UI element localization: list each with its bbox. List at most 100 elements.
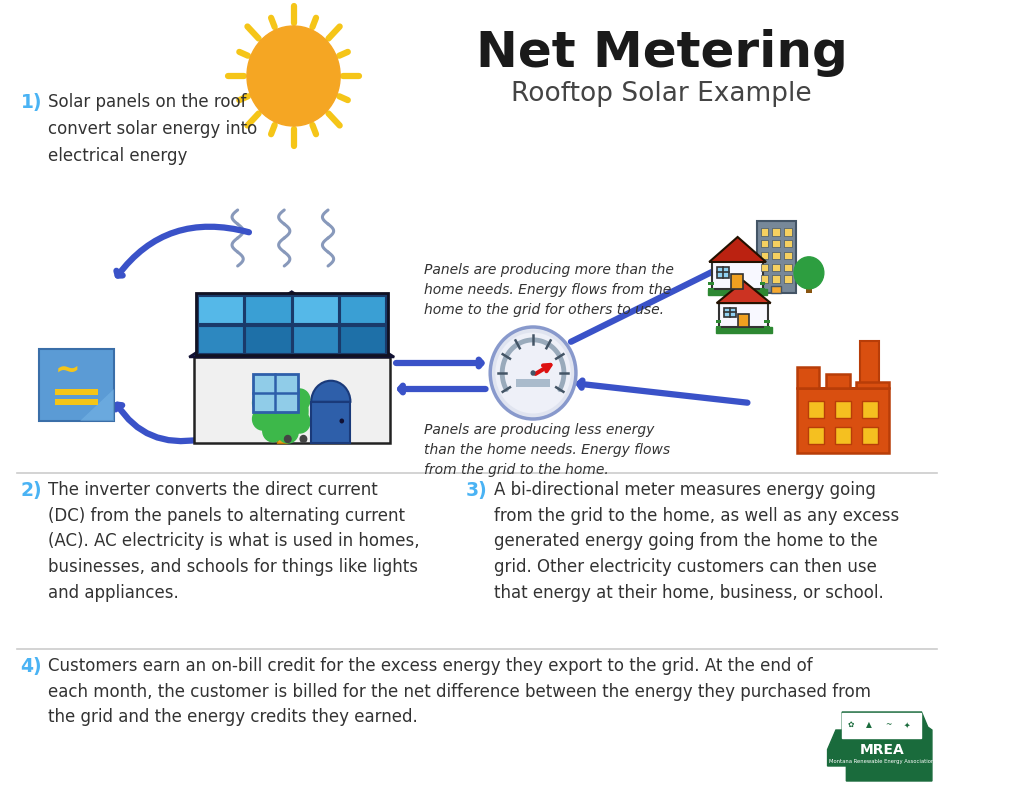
Circle shape <box>263 380 284 402</box>
Bar <box>55 399 98 405</box>
Bar <box>724 308 736 317</box>
Circle shape <box>300 436 307 442</box>
Circle shape <box>253 392 273 414</box>
Bar <box>731 274 742 289</box>
Circle shape <box>263 420 284 442</box>
Text: ✦: ✦ <box>904 721 910 729</box>
Text: ~: ~ <box>54 356 80 385</box>
Bar <box>772 275 780 282</box>
Circle shape <box>278 379 298 401</box>
Polygon shape <box>710 237 766 262</box>
Text: Net Metering: Net Metering <box>476 29 848 77</box>
Bar <box>709 282 714 285</box>
Text: MREA: MREA <box>859 743 904 756</box>
Bar <box>198 326 243 353</box>
Bar <box>842 713 922 737</box>
Bar <box>709 288 714 291</box>
Bar <box>757 221 796 293</box>
Polygon shape <box>827 712 932 781</box>
Bar <box>276 415 287 443</box>
Text: Solar panels on the roof
convert solar energy into
electrical energy: Solar panels on the roof convert solar e… <box>48 93 258 165</box>
Bar <box>761 263 768 271</box>
Bar <box>716 326 721 329</box>
Text: Panels are producing less energy
than the home needs. Energy flows
from the grid: Panels are producing less energy than th… <box>424 423 670 477</box>
Bar <box>771 286 781 293</box>
Bar <box>720 303 768 327</box>
Text: Customers earn an on-bill credit for the excess energy they export to the grid. : Customers earn an on-bill credit for the… <box>48 657 871 726</box>
Text: Montana Renewable Energy Association: Montana Renewable Energy Association <box>829 759 935 764</box>
Bar <box>808 427 824 445</box>
Text: 2): 2) <box>20 481 42 500</box>
Bar <box>717 267 729 278</box>
Bar <box>760 288 765 291</box>
Circle shape <box>490 327 575 419</box>
Polygon shape <box>717 281 771 303</box>
Bar <box>860 341 879 399</box>
Bar <box>738 314 749 327</box>
Bar <box>194 357 389 443</box>
Text: A bi-directional meter measures energy going
from the grid to the home, as well : A bi-directional meter measures energy g… <box>494 481 899 602</box>
Polygon shape <box>797 367 889 388</box>
Bar <box>293 326 338 353</box>
Bar <box>716 320 721 323</box>
Bar <box>198 296 243 323</box>
Text: ▲: ▲ <box>866 721 872 729</box>
Bar <box>253 374 298 412</box>
Circle shape <box>253 408 273 430</box>
Bar <box>772 263 780 271</box>
Text: Panels are producing more than the
home needs. Energy flows from the
home to the: Panels are producing more than the home … <box>424 263 674 317</box>
Wedge shape <box>311 380 350 402</box>
Bar <box>742 251 748 262</box>
Bar <box>340 326 385 353</box>
Bar <box>784 240 792 248</box>
Bar <box>862 427 879 445</box>
Text: ✿: ✿ <box>847 721 854 729</box>
Bar <box>784 263 792 271</box>
Bar <box>808 401 824 418</box>
Polygon shape <box>189 292 394 357</box>
Polygon shape <box>80 388 114 421</box>
Bar <box>764 320 770 323</box>
Circle shape <box>290 411 310 433</box>
Bar <box>784 229 792 236</box>
Bar <box>709 289 767 295</box>
Circle shape <box>278 421 298 443</box>
Bar <box>712 262 763 289</box>
Bar <box>784 252 792 259</box>
Text: Rooftop Solar Example: Rooftop Solar Example <box>511 81 812 107</box>
Bar <box>797 388 889 453</box>
Bar <box>311 402 350 443</box>
Bar <box>196 293 388 355</box>
Bar <box>516 379 550 387</box>
Bar <box>761 252 768 259</box>
FancyBboxPatch shape <box>39 349 114 421</box>
Bar <box>784 275 792 282</box>
Circle shape <box>340 418 344 423</box>
Circle shape <box>794 257 824 289</box>
Text: 1): 1) <box>20 93 42 112</box>
Bar <box>761 275 768 282</box>
Text: The inverter converts the direct current
(DC) from the panels to alternating cur: The inverter converts the direct current… <box>48 481 420 602</box>
Text: ~: ~ <box>885 721 891 729</box>
Bar <box>772 240 780 248</box>
Bar <box>760 282 765 285</box>
Bar <box>772 252 780 259</box>
Bar <box>716 327 772 333</box>
Bar <box>293 296 338 323</box>
Bar <box>340 296 385 323</box>
Bar <box>764 326 770 329</box>
Circle shape <box>247 26 340 126</box>
Text: 4): 4) <box>20 657 42 676</box>
Bar <box>761 240 768 248</box>
Bar <box>55 389 98 395</box>
Text: 3): 3) <box>466 481 487 500</box>
Bar <box>835 401 851 418</box>
Circle shape <box>530 370 536 376</box>
Bar <box>862 401 879 418</box>
Bar <box>749 293 754 303</box>
Bar <box>246 326 291 353</box>
Circle shape <box>285 436 291 442</box>
Bar <box>806 275 812 293</box>
Circle shape <box>290 389 310 411</box>
Bar <box>835 427 851 445</box>
